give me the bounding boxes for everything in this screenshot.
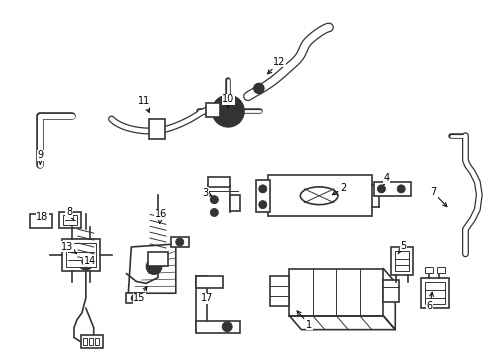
Bar [255, 180, 269, 212]
Bar [424, 282, 444, 304]
Polygon shape [128, 244, 175, 293]
Text: 16: 16 [155, 210, 167, 223]
Bar [170, 237, 188, 247]
Circle shape [253, 84, 263, 93]
Bar [89, 338, 93, 345]
Circle shape [146, 259, 162, 275]
Text: 7: 7 [429, 187, 446, 207]
Bar [206, 103, 220, 117]
Bar [267, 175, 371, 216]
Bar [63, 215, 77, 225]
Circle shape [377, 185, 385, 193]
Bar [390, 247, 412, 275]
Circle shape [258, 201, 266, 208]
Text: 9: 9 [37, 150, 43, 164]
Text: 12: 12 [267, 57, 285, 74]
Bar [195, 276, 223, 288]
Bar [149, 119, 164, 139]
Text: 4: 4 [383, 173, 388, 185]
Bar [373, 182, 410, 196]
Bar [420, 278, 447, 308]
Text: 18: 18 [36, 212, 48, 222]
Bar [30, 215, 52, 228]
Circle shape [81, 258, 90, 266]
Text: 1: 1 [297, 311, 312, 330]
Text: 15: 15 [133, 287, 146, 303]
Bar [269, 276, 289, 306]
Circle shape [210, 196, 218, 204]
Bar [195, 321, 240, 333]
Circle shape [210, 208, 218, 216]
Text: 11: 11 [138, 96, 150, 112]
Circle shape [212, 95, 244, 127]
Bar [383, 280, 398, 302]
Bar [126, 293, 144, 303]
Bar [195, 276, 207, 330]
Bar [436, 267, 444, 273]
Text: 17: 17 [201, 293, 213, 303]
Circle shape [396, 185, 405, 193]
Text: 8: 8 [66, 207, 74, 220]
Bar [424, 267, 432, 273]
Text: 3: 3 [202, 188, 211, 198]
Bar [230, 195, 240, 211]
Bar [66, 243, 96, 267]
Bar [62, 239, 100, 271]
Circle shape [131, 294, 139, 302]
Bar [394, 251, 408, 271]
Bar [208, 177, 230, 187]
Text: 10: 10 [222, 94, 234, 108]
Bar [148, 252, 167, 266]
Bar [59, 212, 81, 228]
Text: 6: 6 [426, 292, 432, 311]
Bar [289, 269, 383, 316]
Circle shape [222, 322, 232, 332]
Circle shape [258, 185, 266, 193]
Bar [81, 334, 102, 348]
Circle shape [218, 101, 238, 121]
Ellipse shape [300, 187, 337, 204]
Text: 13: 13 [61, 242, 76, 253]
Text: 14: 14 [83, 256, 96, 266]
Circle shape [78, 254, 94, 270]
Text: 2: 2 [332, 183, 346, 195]
Circle shape [175, 238, 183, 246]
Bar [95, 338, 99, 345]
Text: 5: 5 [397, 241, 406, 254]
Bar [82, 338, 87, 345]
